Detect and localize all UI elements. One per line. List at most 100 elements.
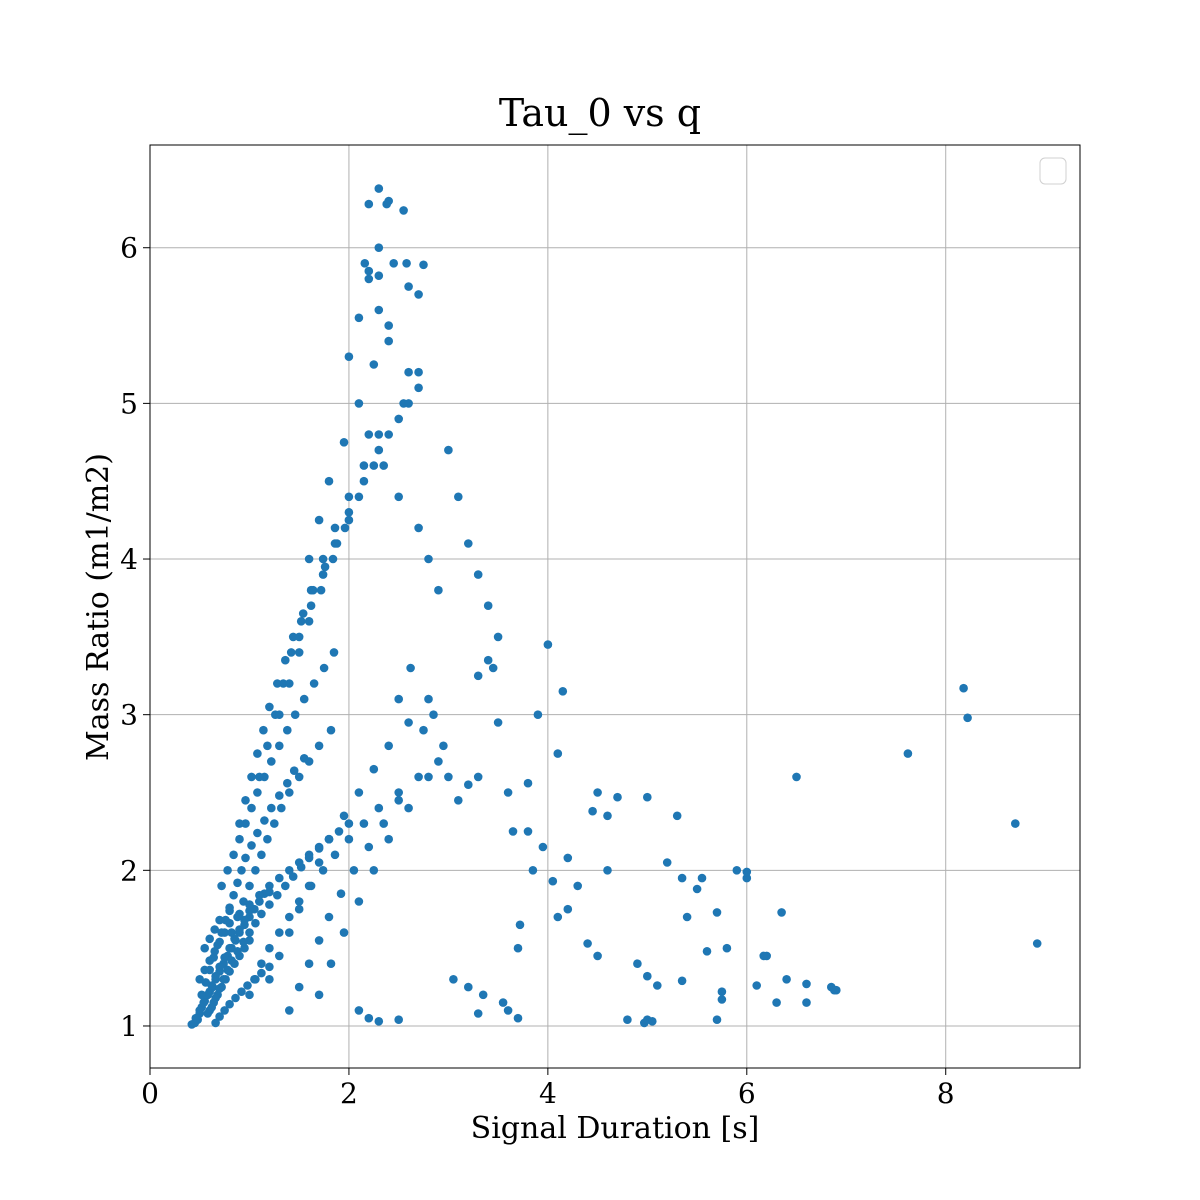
data-point	[603, 866, 612, 875]
data-point	[548, 876, 558, 886]
data-point	[247, 772, 256, 782]
data-point	[424, 694, 433, 704]
data-point	[304, 959, 314, 968]
data-points	[187, 184, 1042, 1029]
x-tick-label: 8	[937, 1077, 955, 1110]
data-point	[251, 918, 260, 928]
data-point	[211, 993, 220, 1003]
data-point	[503, 1006, 513, 1015]
data-point	[259, 725, 268, 735]
data-point	[473, 671, 483, 681]
data-point	[369, 461, 379, 470]
data-point	[593, 951, 602, 961]
data-point	[354, 897, 364, 906]
data-point	[903, 749, 913, 758]
data-point	[483, 601, 493, 610]
data-point	[717, 995, 727, 1004]
data-point	[326, 959, 336, 968]
data-point	[243, 981, 252, 990]
data-point	[304, 554, 314, 564]
data-point	[251, 975, 260, 984]
data-point	[593, 788, 602, 797]
data-point	[359, 819, 369, 828]
data-point	[253, 749, 262, 758]
data-point	[697, 873, 707, 883]
data-point	[394, 694, 404, 704]
data-point	[434, 585, 443, 595]
data-point	[732, 866, 742, 875]
data-point	[241, 796, 250, 805]
data-point	[203, 1009, 212, 1018]
data-point	[394, 1015, 404, 1024]
data-point	[384, 336, 394, 346]
data-point	[285, 912, 294, 922]
y-axis-label: Mass Ratio (m1/m2)	[81, 453, 116, 761]
y-tick-label: 1	[120, 1010, 138, 1043]
data-point	[406, 663, 415, 673]
data-point	[374, 430, 384, 439]
data-point	[275, 873, 284, 883]
data-point	[588, 806, 597, 816]
data-point	[359, 461, 369, 470]
data-point	[255, 772, 264, 782]
grid-lines	[149, 145, 1080, 1068]
data-point	[513, 943, 523, 953]
data-point	[339, 438, 349, 447]
data-point	[478, 990, 488, 1000]
data-point	[339, 811, 349, 821]
data-point	[205, 934, 214, 944]
data-point	[643, 971, 652, 981]
data-point	[281, 655, 290, 665]
data-point	[201, 978, 210, 987]
data-point	[404, 282, 413, 291]
data-point	[384, 321, 394, 330]
data-point	[324, 476, 334, 486]
data-point	[265, 975, 274, 984]
data-point	[404, 803, 413, 813]
x-tick-label: 4	[539, 1077, 557, 1110]
data-point	[515, 920, 525, 930]
data-point	[374, 1017, 384, 1026]
x-tick-label: 0	[141, 1077, 159, 1110]
data-point	[402, 259, 411, 268]
data-point	[354, 788, 364, 797]
data-point	[533, 710, 543, 719]
data-point	[369, 360, 379, 369]
data-point	[283, 725, 292, 735]
data-point	[265, 962, 274, 972]
data-point	[653, 981, 662, 990]
data-point	[235, 834, 244, 844]
data-point	[326, 725, 336, 735]
data-point	[215, 962, 224, 972]
data-point	[233, 947, 242, 956]
data-point	[304, 757, 314, 766]
data-point	[241, 853, 250, 863]
data-point	[229, 890, 238, 900]
data-point	[241, 819, 250, 828]
data-point	[318, 554, 328, 564]
data-point	[508, 827, 518, 836]
data-point	[414, 290, 423, 299]
data-point	[231, 993, 240, 1003]
data-point	[384, 430, 394, 439]
data-point	[215, 1012, 224, 1021]
y-tick-label: 5	[120, 387, 138, 420]
data-point	[493, 632, 503, 642]
data-point	[304, 617, 314, 626]
data-point	[792, 772, 801, 782]
data-point	[260, 816, 269, 825]
data-point	[267, 803, 276, 813]
data-point	[217, 881, 226, 891]
data-point	[340, 523, 350, 533]
data-point	[349, 866, 359, 875]
data-point	[959, 683, 968, 693]
data-point	[296, 862, 306, 872]
data-point	[320, 562, 330, 572]
data-point	[314, 990, 324, 1000]
data-point	[374, 243, 384, 252]
data-point	[289, 766, 299, 775]
data-point	[209, 953, 218, 962]
data-point	[339, 928, 349, 937]
data-point	[702, 947, 712, 956]
data-point	[759, 951, 768, 961]
